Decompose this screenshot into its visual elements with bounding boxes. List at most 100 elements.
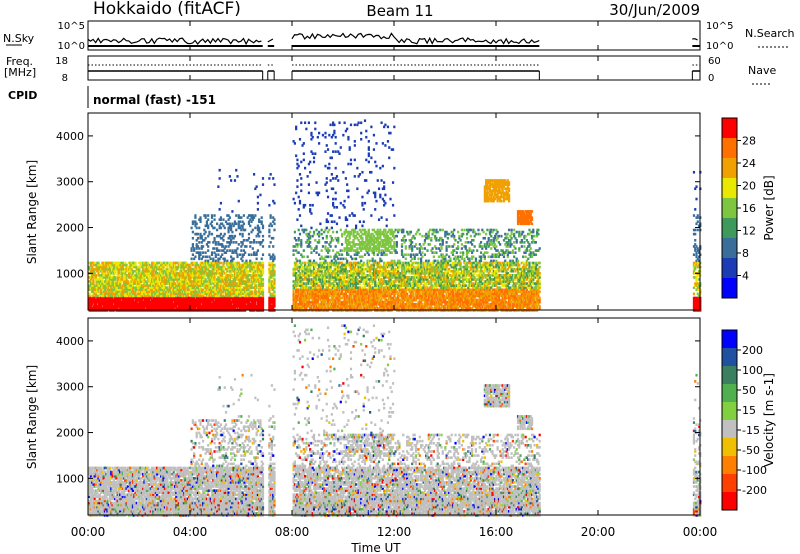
- heatmap-cell: [150, 294, 154, 298]
- heatmap-cell: [195, 304, 198, 308]
- heatmap-cell: [182, 300, 186, 304]
- heatmap-cell: [196, 274, 200, 277]
- heatmap-cell: [124, 298, 127, 302]
- heatmap-cell: [135, 288, 138, 292]
- heatmap-cell: [346, 224, 349, 228]
- heatmap-cell: [145, 300, 149, 304]
- heatmap-cell: [133, 269, 136, 273]
- heatmap-cell: [324, 150, 327, 153]
- heatmap-cell: [91, 267, 94, 271]
- heatmap-cell: [310, 251, 313, 254]
- heatmap-cell: [306, 255, 309, 259]
- heatmap-cell: [161, 300, 164, 304]
- heatmap-cell: [335, 206, 339, 209]
- heatmap-cell: [97, 278, 100, 281]
- heatmap-cell: [170, 267, 173, 271]
- heatmap-cell: [191, 271, 194, 275]
- heatmap-cell: [307, 191, 311, 195]
- heatmap-cell: [97, 284, 100, 287]
- heatmap-cell: [108, 294, 112, 298]
- heatmap-cell: [88, 288, 91, 292]
- heatmap-cell: [119, 304, 122, 308]
- heatmap-cell: [194, 288, 197, 292]
- heatmap-cell: [140, 274, 143, 277]
- heatmap-cell: [122, 280, 126, 283]
- heatmap-cell: [184, 298, 187, 302]
- heatmap-cell: [150, 290, 154, 294]
- heatmap-cell: [150, 304, 154, 308]
- heatmap-cell: [163, 284, 166, 287]
- heatmap-cell: [177, 265, 180, 269]
- heatmap-cell: [159, 294, 163, 298]
- heatmap-cell: [235, 228, 238, 232]
- heatmap-cell: [180, 298, 183, 302]
- heatmap-cell: [125, 276, 128, 279]
- heatmap-cell: [272, 236, 275, 240]
- heatmap-cell: [173, 284, 177, 287]
- heatmap-cell: [187, 269, 191, 273]
- heatmap-cell: [358, 220, 362, 224]
- heatmap-cell: [325, 181, 328, 184]
- heatmap-cell: [138, 298, 141, 302]
- heatmap-cell: [145, 292, 149, 296]
- heatmap-cell: [128, 300, 131, 304]
- heatmap-cell: [296, 259, 299, 263]
- heatmap-cell: [201, 267, 205, 271]
- heatmap-cell: [156, 304, 159, 308]
- heatmap-cell: [273, 201, 276, 205]
- heatmap-cell: [135, 286, 138, 290]
- heatmap-cell: [161, 284, 164, 287]
- heatmap-cell: [131, 286, 135, 290]
- heatmap-cell: [200, 307, 203, 310]
- heatmap-cell: [182, 284, 186, 287]
- heatmap-cell: [105, 290, 108, 294]
- heatmap-cell: [157, 276, 160, 279]
- heatmap-cell: [201, 296, 205, 300]
- heatmap-cell: [117, 282, 121, 285]
- heatmap-cell: [150, 288, 154, 292]
- heatmap-cell: [314, 238, 317, 242]
- heatmap-cell: [107, 278, 110, 281]
- heatmap-cell: [161, 265, 164, 269]
- heatmap-cell: [134, 276, 137, 279]
- heatmap-cell: [332, 177, 335, 180]
- heatmap-cell: [133, 307, 136, 310]
- heatmap-cell: [186, 307, 189, 310]
- heatmap-cell: [193, 292, 196, 296]
- heatmap-cell: [163, 300, 166, 304]
- heatmap-cell: [161, 307, 164, 310]
- heatmap-cell: [250, 253, 253, 257]
- heatmap-cell: [176, 286, 179, 290]
- heatmap-cell: [233, 179, 237, 182]
- heatmap-cell: [170, 307, 173, 310]
- heatmap-cell: [136, 302, 140, 306]
- heatmap-cell: [125, 267, 128, 271]
- heatmap-cell: [149, 296, 152, 300]
- heatmap-cell: [260, 216, 263, 219]
- heatmap-cell: [133, 292, 136, 296]
- heatmap-cell: [159, 278, 163, 281]
- heatmap-cell: [181, 263, 184, 267]
- heatmap-cell: [138, 304, 141, 308]
- heatmap-cell: [199, 232, 202, 236]
- heatmap-cell: [161, 276, 164, 279]
- heatmap-cell: [154, 292, 158, 296]
- heatmap-cell: [194, 271, 197, 275]
- heatmap-cell: [138, 288, 141, 292]
- heatmap-cell: [182, 294, 186, 298]
- heatmap-cell: [349, 158, 353, 162]
- heatmap-cell: [179, 307, 182, 310]
- heatmap-cell: [107, 296, 110, 300]
- heatmap-cell: [195, 265, 198, 269]
- heatmap-cell: [126, 302, 129, 306]
- heatmap-cell: [116, 298, 119, 302]
- heatmap-cell: [261, 278, 265, 281]
- heatmap-cell: [191, 288, 194, 292]
- heatmap-cell: [154, 274, 158, 277]
- heatmap-cell: [111, 294, 114, 298]
- heatmap-cell: [114, 265, 117, 269]
- heatmap-cell: [117, 263, 121, 267]
- heatmap-cell: [148, 284, 151, 287]
- heatmap-cell: [126, 304, 129, 308]
- heatmap-cell: [320, 249, 323, 252]
